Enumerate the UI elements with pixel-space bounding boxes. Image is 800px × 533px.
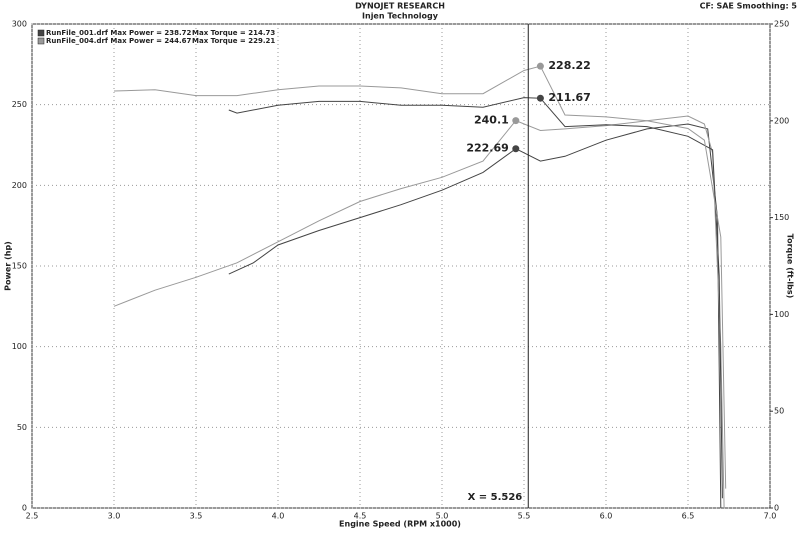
y2-tick-label: 0 <box>774 504 779 513</box>
x-tick-label: 7.0 <box>764 512 777 521</box>
x-tick-label: 6.0 <box>600 512 613 521</box>
x-axis-label: Engine Speed (RPM x1000) <box>339 520 461 529</box>
peak-marker <box>512 117 520 125</box>
chart-subtitle: Injen Technology <box>362 12 439 21</box>
legend-swatch <box>37 37 45 45</box>
y-tick-label: 100 <box>12 342 27 351</box>
peak-marker <box>536 62 544 70</box>
legend-torque: Max Torque = 229.21 <box>192 37 275 45</box>
x-tick-label: 5.5 <box>518 512 531 521</box>
y-tick-label: 50 <box>17 423 27 432</box>
corner-note: CF: SAE Smoothing: 5 <box>700 2 798 11</box>
y-tick-label: 0 <box>22 504 27 513</box>
legend-swatch <box>37 29 45 37</box>
chart-title: DYNOJET RESEARCH <box>355 2 445 11</box>
y-tick-label: 250 <box>12 100 27 109</box>
x-tick-label: 5.0 <box>436 512 449 521</box>
peak-label: 228.22 <box>548 59 590 72</box>
y2-tick-label: 50 <box>774 407 784 416</box>
legend-power: RunFile_001.drf Max Power = 238.72 <box>46 29 192 37</box>
x-tick-label: 6.5 <box>682 512 695 521</box>
peak-marker <box>536 94 544 102</box>
power-torque-line <box>228 97 723 499</box>
peak-label: 240.1 <box>474 114 509 127</box>
y2-tick-label: 100 <box>774 310 789 319</box>
legend-power: RunFile_004.drf Max Power = 244.67 <box>46 37 192 45</box>
y-tick-label: 150 <box>12 262 27 271</box>
peak-marker <box>512 145 520 153</box>
x-tick-label: 4.0 <box>272 512 285 521</box>
y-axis-label: Power (hp) <box>4 241 13 291</box>
x-tick-label: 4.5 <box>354 512 367 521</box>
legend-torque: Max Torque = 214.73 <box>192 29 275 37</box>
power-torque-line <box>113 115 725 509</box>
peak-label: 222.69 <box>466 142 508 155</box>
x-tick-label: 3.0 <box>108 512 121 521</box>
y2-tick-label: 200 <box>774 116 789 125</box>
y2-tick-label: 250 <box>774 20 789 29</box>
peak-label: 211.67 <box>548 91 590 104</box>
cursor-label: X = 5.526 <box>468 492 523 503</box>
x-tick-label: 3.5 <box>190 512 203 521</box>
y-tick-label: 200 <box>12 181 27 190</box>
y2-axis-label: Torque (ft-lbs) <box>786 234 795 299</box>
y2-tick-label: 150 <box>774 213 789 222</box>
y-tick-label: 300 <box>12 20 27 29</box>
x-tick-label: 2.5 <box>26 512 39 521</box>
power-torque-line <box>113 65 727 489</box>
